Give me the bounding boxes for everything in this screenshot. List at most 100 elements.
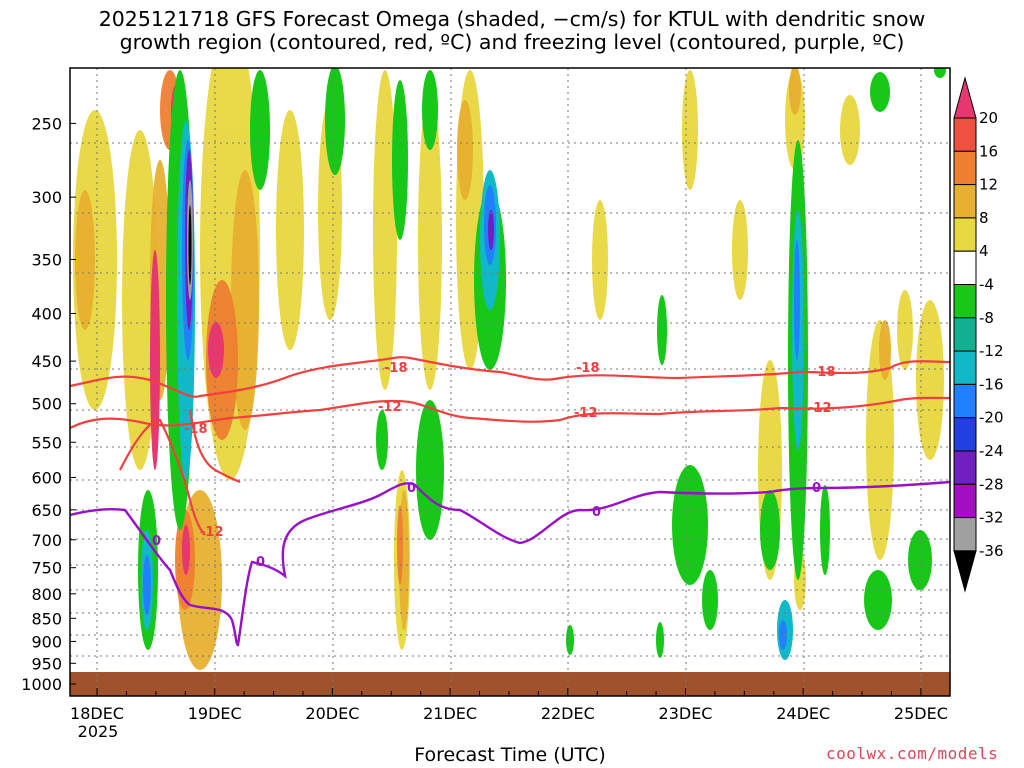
x-tick-label: 20DEC <box>305 704 359 723</box>
colorbar-top-arrow <box>953 76 977 119</box>
contour-label: 0 <box>812 481 821 496</box>
y-tick-label: 950 <box>31 654 62 673</box>
contour-minus18-lobe <box>188 409 241 484</box>
omega-cell <box>672 465 708 585</box>
omega-cell <box>376 410 388 470</box>
omega-cell <box>682 70 698 190</box>
colorbar-swatch <box>953 517 977 552</box>
colorbar-tick-label: -12 <box>979 342 1004 360</box>
contour-label: 0 <box>152 534 161 549</box>
y-tick-label: 700 <box>31 531 62 550</box>
y-tick-label: 400 <box>31 304 62 323</box>
colorbar-swatch <box>953 383 977 419</box>
y-tick-label: 650 <box>31 501 62 520</box>
omega-cell <box>566 625 574 655</box>
colorbar-swatch <box>953 450 977 485</box>
colorbar-tick-label: 8 <box>979 209 989 227</box>
omega-cell <box>866 320 894 560</box>
omega-cell <box>657 295 667 365</box>
omega-cell <box>870 72 890 112</box>
colorbar-tick-label: 12 <box>979 176 998 194</box>
colorbar-tick-label: -16 <box>979 375 1004 393</box>
omega-cell <box>373 70 397 390</box>
ground-fill <box>70 672 950 696</box>
y-tick-label: 800 <box>31 585 62 604</box>
omega-cell <box>879 320 891 380</box>
colorbar-swatch <box>953 217 977 252</box>
omega-cell <box>208 322 224 378</box>
omega-cell <box>392 80 408 240</box>
freezing-contour <box>70 480 950 647</box>
omega-cell <box>418 90 442 390</box>
omega-cell <box>934 68 946 78</box>
colorbar-bottom-arrow <box>953 550 977 593</box>
contour-label: 0 <box>407 481 416 496</box>
omega-cell <box>592 200 608 320</box>
omega-cell <box>864 570 892 630</box>
colorbar-swatch <box>953 250 977 285</box>
contour-label: -12 <box>200 525 224 540</box>
x-tick-label: 18DEC <box>70 704 124 723</box>
x-tick-label: 22DEC <box>541 704 595 723</box>
y-tick-label: 900 <box>31 632 62 651</box>
omega-cell <box>325 68 345 175</box>
colorbar-swatch <box>953 284 977 319</box>
x-tick-sublabel: 2025 <box>78 722 119 741</box>
plot-frame <box>69 67 951 697</box>
contour-minus12-lobe <box>119 418 206 536</box>
y-tick-label: 450 <box>31 352 62 371</box>
dendritic-labels: -18 -18 -18 -12 -12 -12 -18 -12 <box>184 361 836 540</box>
y-tick-label: 1000 <box>21 675 62 694</box>
colorbar-tick-label: -24 <box>979 442 1004 460</box>
colorbar-swatch <box>953 150 977 186</box>
y-tick-label: 850 <box>31 609 62 628</box>
y-tick-label: 750 <box>31 559 62 578</box>
freezing-labels: 0 0 0 0 0 <box>152 481 821 570</box>
omega-shading <box>73 68 946 670</box>
chart-title: 2025121718 GFS Forecast Omega (shaded, −… <box>0 8 1024 54</box>
omega-cell <box>732 200 748 300</box>
contour-label: 0 <box>256 555 265 570</box>
colorbar-swatch <box>953 117 977 152</box>
omega-cell <box>422 70 438 150</box>
contour-label: 0 <box>592 505 601 520</box>
colorbar-tick-label: -4 <box>979 276 994 294</box>
omega-cell <box>143 555 151 615</box>
contour-label: -18 <box>184 422 208 437</box>
omega-cell <box>416 400 444 540</box>
colorbar-swatch <box>953 417 977 452</box>
omega-cell <box>182 525 190 575</box>
colorbar-tick-label: -32 <box>979 509 1004 527</box>
colorbar-swatch <box>953 317 977 352</box>
omega-cell <box>276 110 304 350</box>
omega-cell <box>897 290 913 370</box>
colorbar-tick-label: -36 <box>979 542 1004 560</box>
omega-cell <box>840 95 860 165</box>
omega-cell <box>457 100 473 200</box>
omega-cell <box>488 210 494 250</box>
dendritic-contours <box>70 356 950 536</box>
y-tick-label: 350 <box>31 250 62 269</box>
colorbar-tick-label: 20 <box>979 109 998 127</box>
x-tick-label: 19DEC <box>188 704 242 723</box>
omega-cell <box>188 205 192 285</box>
omega-cell <box>779 620 787 650</box>
title-line-1: 2025121718 GFS Forecast Omega (shaded, −… <box>98 7 926 31</box>
colorbar-swatch <box>953 483 977 519</box>
contour-label: -18 <box>576 361 600 376</box>
grid <box>70 68 950 696</box>
contour-label: -12 <box>378 400 402 415</box>
contour-minus18 <box>70 356 950 398</box>
omega-cell <box>250 70 270 190</box>
x-tick-label: 21DEC <box>423 704 477 723</box>
omega-cell <box>702 570 718 630</box>
credit-link[interactable]: coolwx.com/models <box>826 744 999 763</box>
colorbar-tick-label: 4 <box>979 242 989 260</box>
omega-cell <box>397 505 403 585</box>
colorbar-tick-label: -28 <box>979 475 1004 493</box>
contour-label: -18 <box>384 361 408 376</box>
y-tick-label: 600 <box>31 468 62 487</box>
colorbar: 20 16 12 8 4 -4 -8 -12 -16 -20 -24 -28 -32 -36 <box>953 76 1004 593</box>
contour-label: -18 <box>812 365 836 380</box>
